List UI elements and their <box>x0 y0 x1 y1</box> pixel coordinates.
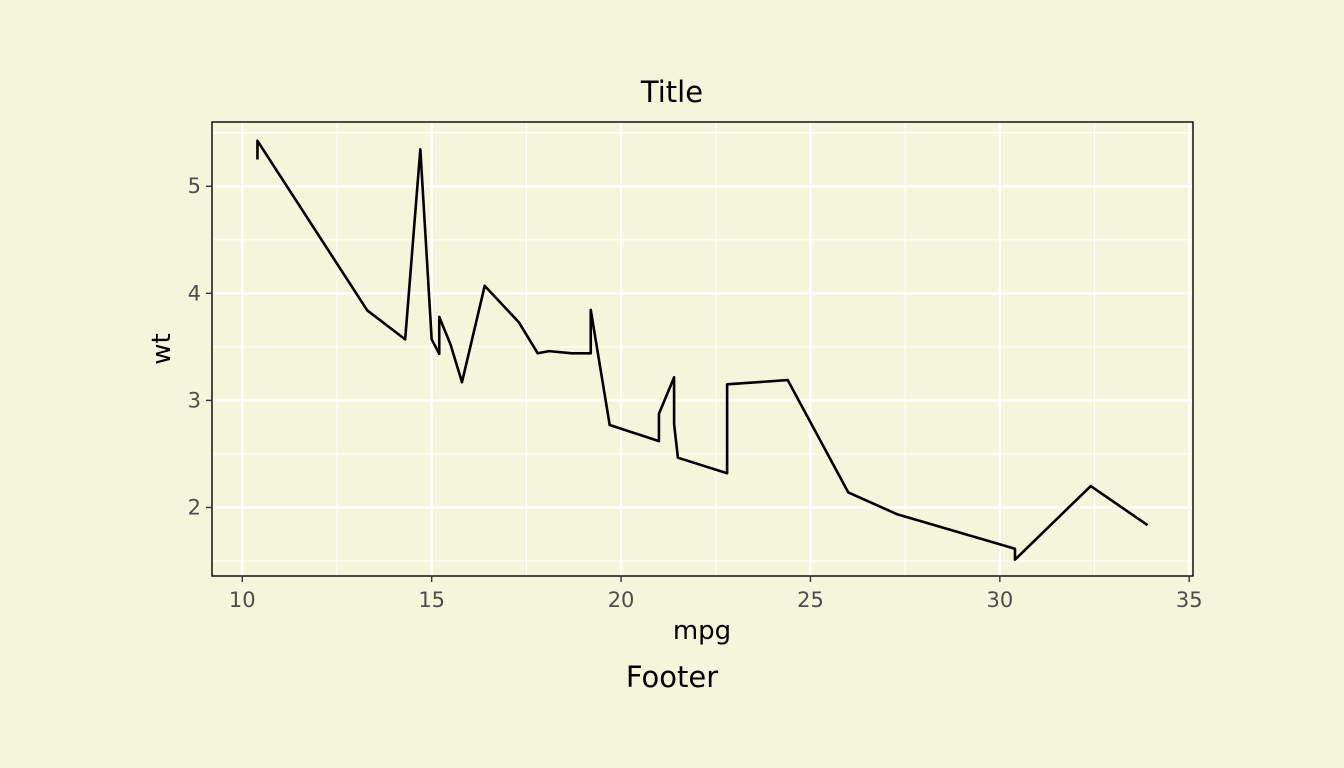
x-tick-label: 35 <box>1176 588 1203 612</box>
series-line <box>256 139 1149 561</box>
y-axis-title: wt <box>147 333 177 364</box>
x-tick-label: 15 <box>418 588 445 612</box>
y-axis-ticks: 2 3 4 5 <box>188 174 212 519</box>
y-tick-label: 2 <box>188 495 201 519</box>
y-tick-label: 4 <box>188 281 201 305</box>
grid-major <box>212 122 1193 576</box>
x-tick-label: 20 <box>608 588 635 612</box>
x-tick-label: 10 <box>229 588 256 612</box>
y-tick-label: 5 <box>188 174 201 198</box>
x-axis-ticks: 10 15 20 25 30 35 <box>229 576 1203 612</box>
chart-title: Title <box>640 75 703 109</box>
x-axis-title: mpg <box>673 616 731 646</box>
panel-border <box>211 121 1194 577</box>
x-tick-label: 30 <box>986 588 1013 612</box>
grid-minor <box>212 122 1193 576</box>
y-tick-label: 3 <box>188 388 201 412</box>
x-tick-label: 25 <box>797 588 824 612</box>
chart-footer: Footer <box>626 660 718 694</box>
